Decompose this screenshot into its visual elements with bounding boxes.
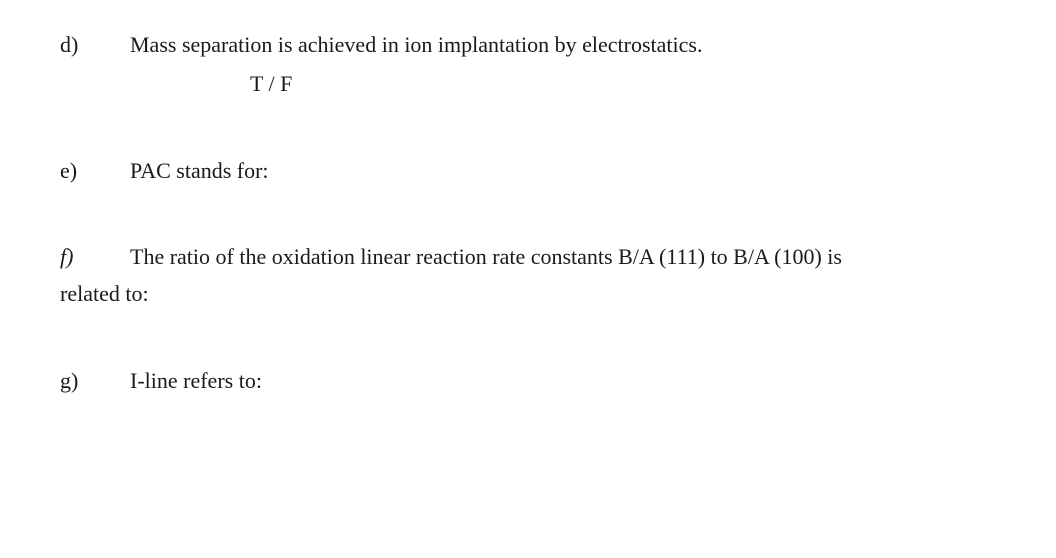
question-d-text: Mass separation is achieved in ion impla…: [130, 30, 996, 61]
question-d: d) Mass separation is achieved in ion im…: [60, 30, 996, 100]
question-e: e) PAC stands for:: [60, 156, 996, 187]
question-e-label: e): [60, 156, 130, 187]
question-f-label: f): [60, 242, 130, 273]
question-g: g) I-line refers to:: [60, 366, 996, 397]
question-e-text: PAC stands for:: [130, 156, 996, 187]
question-f-row: f) The ratio of the oxidation linear rea…: [60, 242, 996, 273]
question-g-text: I-line refers to:: [130, 366, 996, 397]
question-g-row: g) I-line refers to:: [60, 366, 996, 397]
question-d-label: d): [60, 30, 130, 61]
question-g-label: g): [60, 366, 130, 397]
question-f-text-line1: The ratio of the oxidation linear reacti…: [130, 242, 996, 273]
question-d-tf: T / F: [130, 69, 996, 100]
question-e-row: e) PAC stands for:: [60, 156, 996, 187]
question-d-row: d) Mass separation is achieved in ion im…: [60, 30, 996, 61]
question-f-text-line2: related to:: [60, 279, 996, 310]
question-f: f) The ratio of the oxidation linear rea…: [60, 242, 996, 310]
